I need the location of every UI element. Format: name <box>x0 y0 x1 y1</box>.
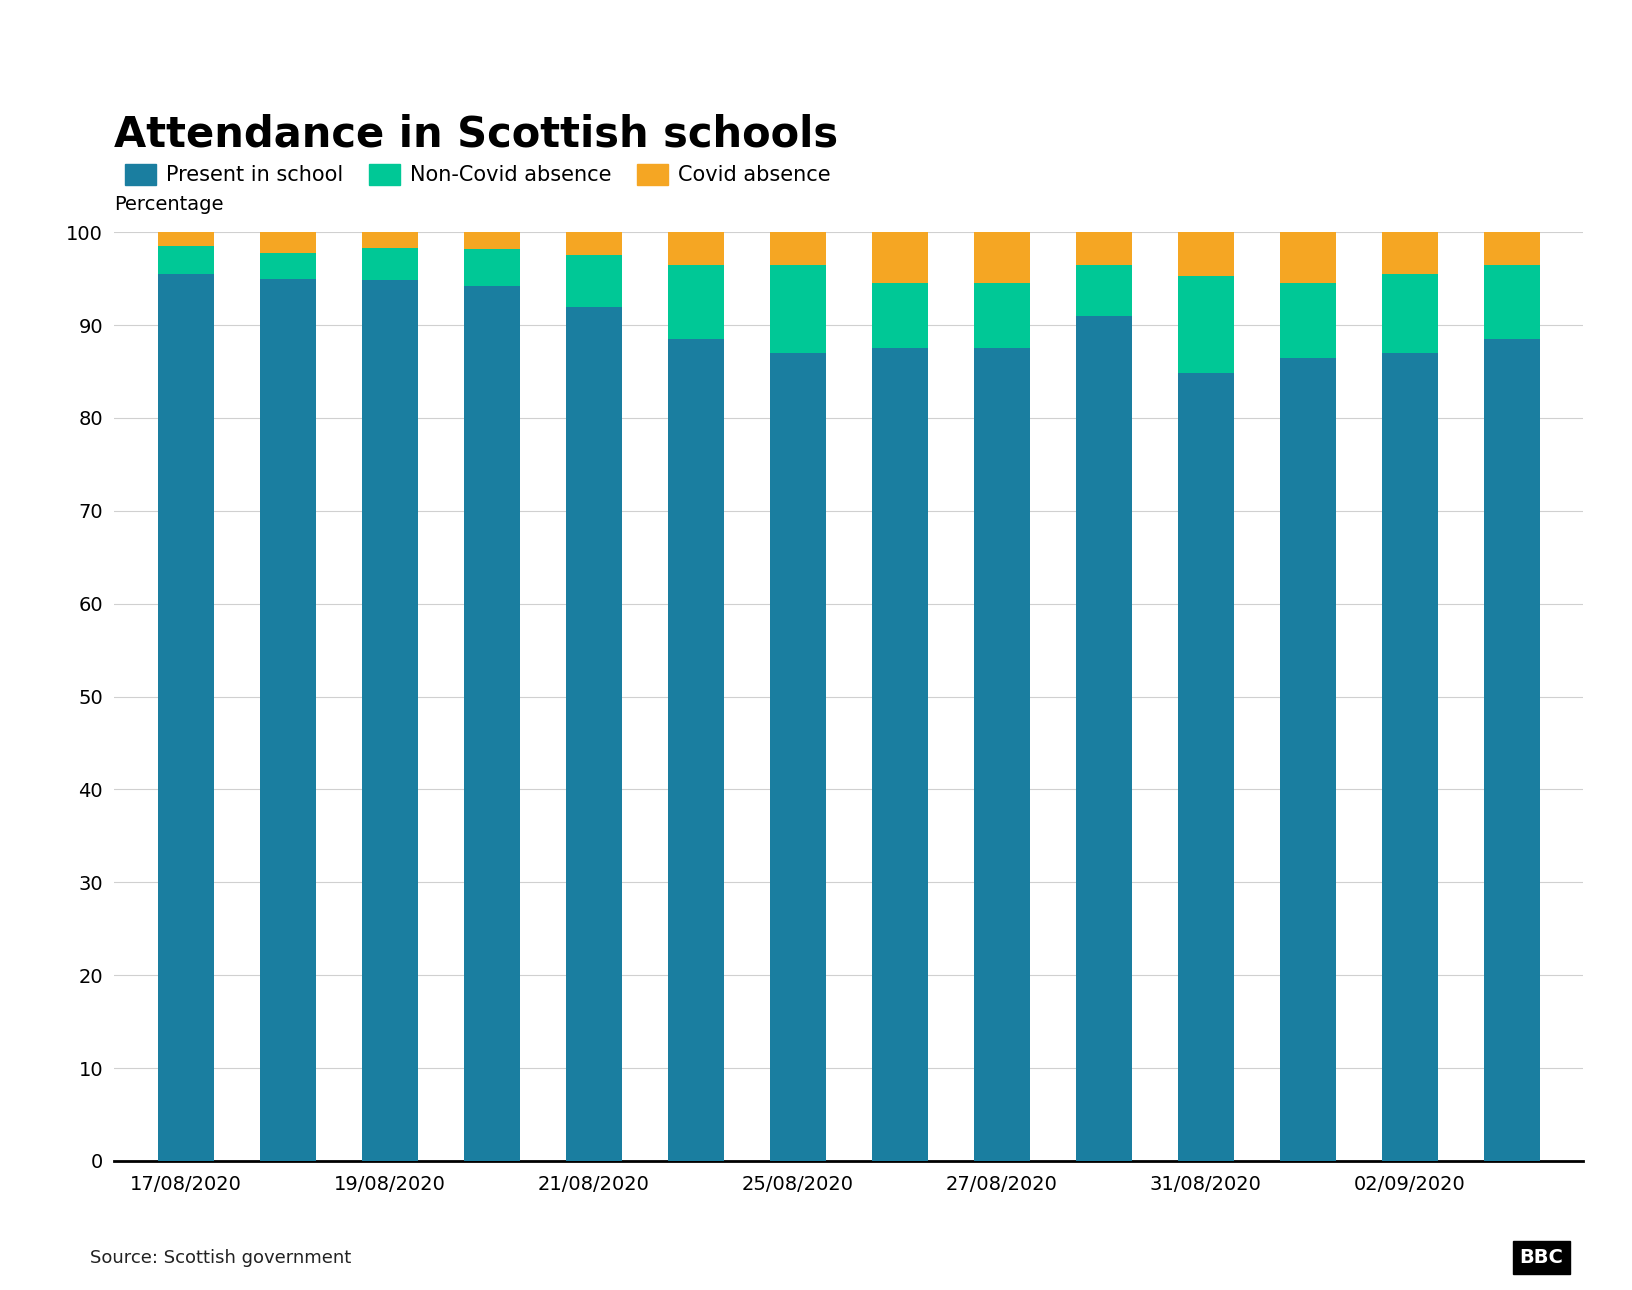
Bar <box>362 232 418 248</box>
Bar <box>1075 232 1131 264</box>
Bar <box>1075 264 1131 316</box>
Bar <box>871 232 927 284</box>
Bar <box>1279 357 1335 1161</box>
Bar <box>667 264 723 339</box>
Bar <box>158 232 214 246</box>
Bar <box>1178 232 1234 276</box>
Bar <box>1382 353 1438 1161</box>
Bar <box>259 253 315 279</box>
Bar <box>566 255 622 307</box>
Bar <box>463 249 519 286</box>
Bar <box>1279 232 1335 284</box>
Text: BBC: BBC <box>1519 1247 1563 1267</box>
Text: Source: Scottish government: Source: Scottish government <box>90 1249 351 1267</box>
Bar <box>770 353 826 1161</box>
Bar <box>1382 273 1438 353</box>
Bar <box>974 284 1030 348</box>
Text: Attendance in Scottish schools: Attendance in Scottish schools <box>114 114 839 156</box>
Bar <box>259 279 315 1161</box>
Bar <box>667 339 723 1161</box>
Bar <box>158 246 214 273</box>
Bar <box>1483 264 1539 339</box>
Bar <box>463 286 519 1161</box>
Bar <box>1075 316 1131 1161</box>
Bar <box>1279 284 1335 357</box>
Legend: Present in school, Non-Covid absence, Covid absence: Present in school, Non-Covid absence, Co… <box>124 164 831 186</box>
Bar <box>871 348 927 1161</box>
Bar <box>667 232 723 264</box>
Bar <box>1483 232 1539 264</box>
Bar <box>974 232 1030 284</box>
Bar <box>362 280 418 1161</box>
Bar <box>566 232 622 255</box>
Bar <box>158 273 214 1161</box>
Bar <box>1178 373 1234 1161</box>
Bar <box>362 248 418 280</box>
Bar <box>1382 232 1438 273</box>
Bar <box>566 307 622 1161</box>
Bar <box>974 348 1030 1161</box>
Bar <box>770 232 826 264</box>
Bar <box>463 232 519 249</box>
Bar <box>259 232 315 253</box>
Text: Percentage: Percentage <box>114 195 224 214</box>
Bar <box>770 264 826 353</box>
Bar <box>1483 339 1539 1161</box>
Bar <box>871 284 927 348</box>
Bar <box>1178 276 1234 373</box>
